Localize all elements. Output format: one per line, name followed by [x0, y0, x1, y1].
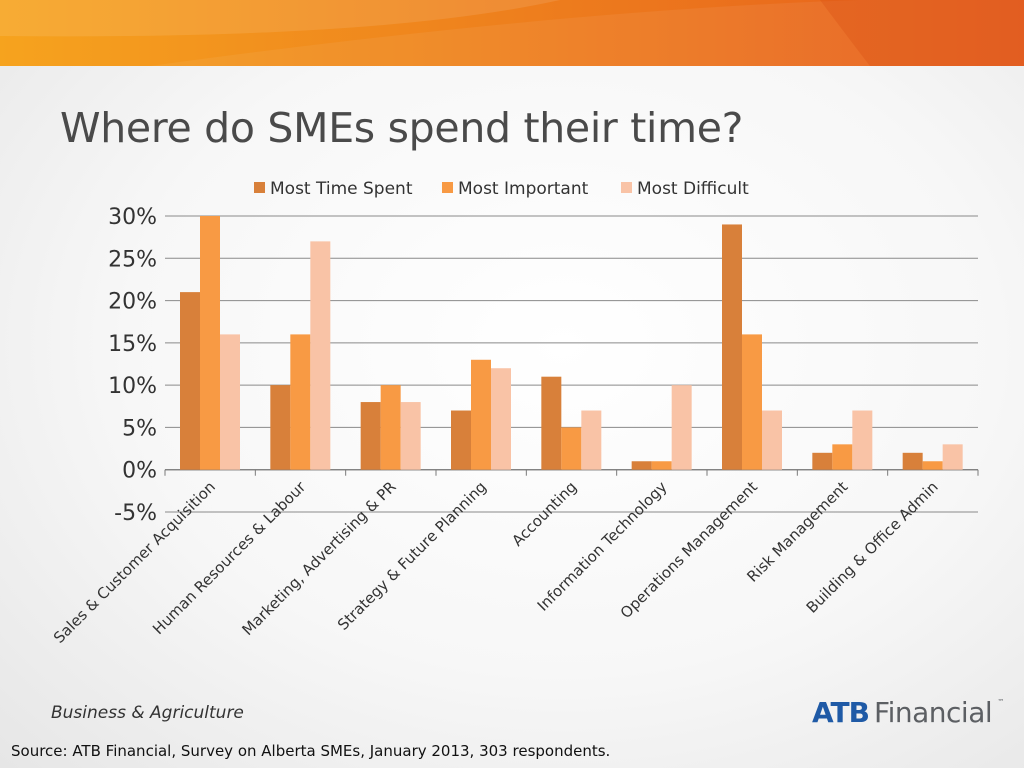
bar-most-important [200, 216, 220, 470]
legend-swatch [621, 182, 632, 193]
legend-label: Most Important [458, 179, 589, 199]
logo-trademark: ™ [997, 698, 1005, 706]
bar-most-time-spent [451, 410, 471, 470]
source-note: Source: ATB Financial, Survey on Alberta… [11, 742, 611, 760]
y-tick-label: 5% [122, 416, 157, 441]
slide-title: Where do SMEs spend their time? [60, 104, 744, 152]
bar-most-time-spent [631, 461, 652, 470]
bar-most-time-spent [541, 376, 562, 470]
y-tick-label: 10% [108, 374, 157, 399]
bar-most-difficult [310, 241, 331, 470]
x-category-label: Risk Management [743, 478, 851, 586]
bar-most-difficult [671, 385, 692, 470]
bar-most-difficult [491, 368, 511, 470]
logo-suffix: Financial [874, 696, 993, 729]
y-tick-label: 20% [108, 290, 157, 315]
x-category-label: Marketing, Advertising & PR [239, 478, 400, 639]
bar-most-important [742, 334, 762, 470]
bar-most-important [561, 427, 582, 470]
x-category-label: Accounting [508, 478, 580, 550]
logo-brand: ATB [812, 696, 870, 729]
atb-financial-logo: ATB Financial ™ [812, 696, 1004, 730]
legend-swatch [442, 182, 453, 193]
y-tick-label: 15% [108, 332, 157, 357]
bar-most-difficult [400, 402, 421, 470]
bar-most-time-spent [812, 452, 833, 470]
y-tick-label: 0% [122, 459, 157, 484]
legend-label: Most Difficult [637, 179, 749, 199]
bar-most-important [832, 444, 853, 470]
bar-most-time-spent [360, 402, 381, 470]
bar-most-difficult [852, 410, 873, 470]
bar-most-important [471, 359, 491, 470]
bar-most-time-spent [180, 292, 200, 470]
x-category-label: Strategy & Future Planning [334, 478, 490, 634]
bar-most-difficult [942, 444, 963, 470]
bar-most-difficult [581, 410, 602, 470]
header-banner [0, 0, 1024, 66]
y-tick-label: -5% [114, 501, 157, 526]
y-tick-label: 30% [108, 205, 157, 230]
bar-most-difficult [762, 410, 782, 470]
bar-most-important [922, 461, 943, 470]
bar-most-difficult [220, 334, 240, 470]
legend-label: Most Time Spent [270, 179, 413, 199]
bar-most-time-spent [270, 385, 291, 470]
bar-most-time-spent [902, 452, 923, 470]
y-tick-label: 25% [108, 247, 157, 272]
x-category-label: Human Resources & Labour [149, 477, 310, 638]
bar-most-important [290, 334, 311, 470]
bar-chart: -5%0%5%10%15%20%25%30%Sales & Customer A… [50, 179, 979, 647]
bar-most-important [651, 461, 672, 470]
bar-most-important [380, 385, 401, 470]
footer-division-label: Business & Agriculture [51, 703, 244, 723]
legend-swatch [254, 182, 265, 193]
bar-most-time-spent [722, 224, 742, 470]
